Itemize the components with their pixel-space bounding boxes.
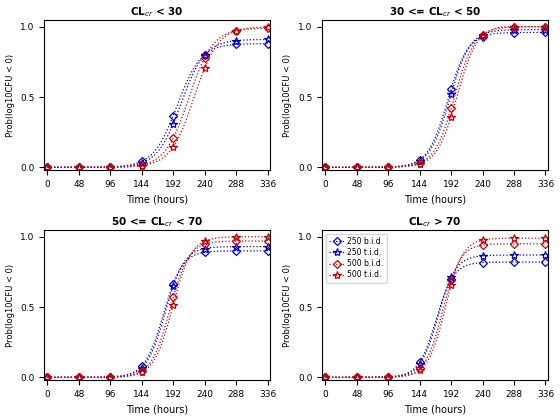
Title: $\bf{CL}$$_{cr}$ > 70: $\bf{CL}$$_{cr}$ > 70 (408, 215, 462, 229)
X-axis label: Time (hours): Time (hours) (404, 404, 466, 415)
Title: $\bf{CL}$$_{cr}$ < 30: $\bf{CL}$$_{cr}$ < 30 (130, 5, 184, 19)
Legend: 250 b.i.d., 250 t.i.d., 500 b.i.d., 500 t.i.d.: 250 b.i.d., 250 t.i.d., 500 b.i.d., 500 … (326, 234, 386, 283)
Y-axis label: Prob(log10CFU < 0): Prob(log10CFU < 0) (6, 263, 15, 346)
Y-axis label: Prob(log10CFU < 0): Prob(log10CFU < 0) (283, 263, 292, 346)
X-axis label: Time (hours): Time (hours) (126, 404, 188, 415)
Y-axis label: Prob(log10CFU < 0): Prob(log10CFU < 0) (6, 53, 15, 136)
Title: 30 <= $\bf{CL}$$_{cr}$ < 50: 30 <= $\bf{CL}$$_{cr}$ < 50 (389, 5, 482, 19)
X-axis label: Time (hours): Time (hours) (126, 194, 188, 205)
Y-axis label: Prob(log10CFU < 0): Prob(log10CFU < 0) (283, 53, 292, 136)
X-axis label: Time (hours): Time (hours) (404, 194, 466, 205)
Title: 50 <= $\bf{CL}$$_{cr}$ < 70: 50 <= $\bf{CL}$$_{cr}$ < 70 (111, 215, 203, 229)
